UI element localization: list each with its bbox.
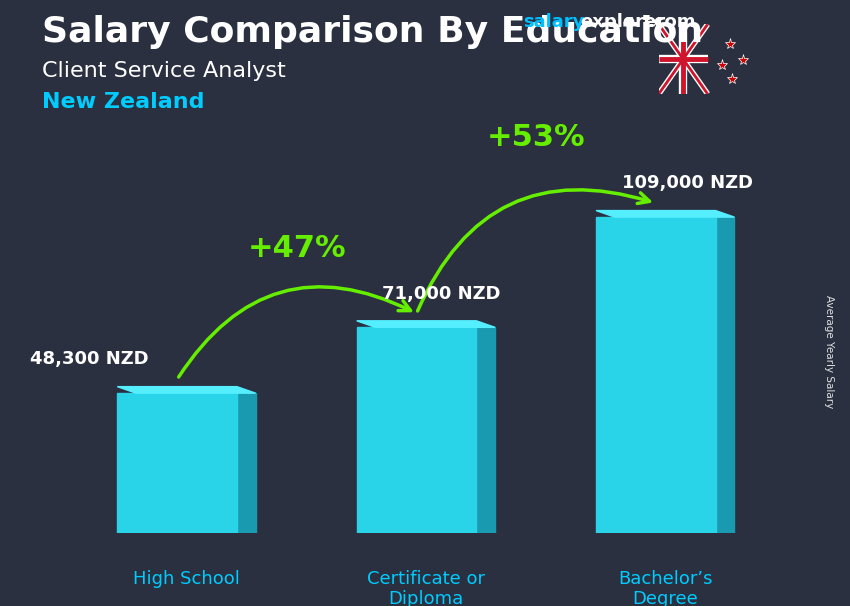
Text: Certificate or
Diploma: Certificate or Diploma	[367, 570, 484, 606]
Text: New Zealand: New Zealand	[42, 92, 205, 112]
Polygon shape	[716, 217, 734, 533]
Bar	[117, 393, 237, 533]
Text: 48,300 NZD: 48,300 NZD	[30, 350, 149, 368]
Bar	[357, 327, 476, 533]
Text: Salary Comparison By Education: Salary Comparison By Education	[42, 15, 704, 49]
Text: explorer: explorer	[581, 13, 666, 32]
Polygon shape	[237, 393, 256, 533]
Text: 71,000 NZD: 71,000 NZD	[382, 285, 500, 302]
Polygon shape	[476, 327, 495, 533]
Text: Average Yearly Salary: Average Yearly Salary	[824, 295, 834, 408]
Polygon shape	[596, 210, 734, 217]
Polygon shape	[117, 387, 256, 393]
Text: Bachelor’s
Degree: Bachelor’s Degree	[618, 570, 712, 606]
Text: +53%: +53%	[487, 124, 586, 152]
Text: +47%: +47%	[247, 233, 346, 262]
Polygon shape	[357, 321, 495, 327]
Text: Client Service Analyst: Client Service Analyst	[42, 61, 286, 81]
Text: .com: .com	[647, 13, 695, 32]
Text: 109,000 NZD: 109,000 NZD	[622, 175, 753, 192]
Text: High School: High School	[133, 570, 240, 588]
Bar	[596, 217, 716, 533]
Text: salary: salary	[523, 13, 584, 32]
